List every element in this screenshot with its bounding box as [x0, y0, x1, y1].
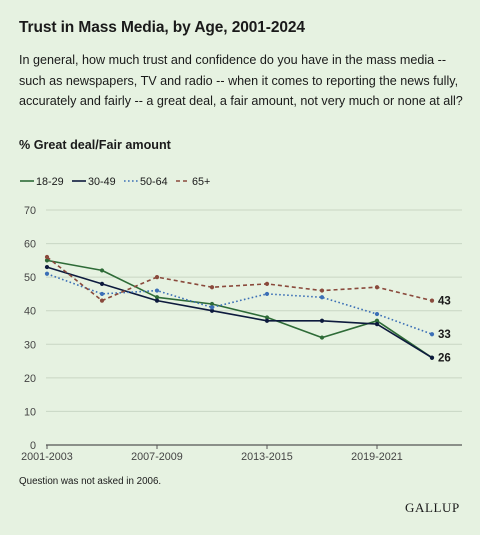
- data-point: [264, 318, 270, 323]
- data-point: [154, 275, 160, 280]
- legend-label: 30-49: [88, 176, 116, 188]
- data-point: [319, 335, 325, 340]
- legend: 18-29 30-49 50-64 65+: [20, 176, 210, 188]
- end-value-label: 33: [438, 329, 451, 341]
- x-tick-label: 2001-2003: [21, 451, 73, 463]
- series-lines: [44, 254, 435, 360]
- footnote: Question was not asked in 2006.: [19, 476, 162, 487]
- data-point: [154, 298, 160, 303]
- line-chart: 18-29 30-49 50-64 65+ 0 10 20 30 40 50 60 70 2001-…: [20, 176, 462, 463]
- x-tick-label: 2013-2015: [241, 451, 293, 463]
- data-point: [374, 311, 380, 317]
- data-point: [44, 254, 50, 260]
- legend-label: 65+: [192, 176, 210, 188]
- x-tick-label: 2007-2009: [131, 451, 183, 463]
- end-labels: 43 33 26: [438, 296, 451, 365]
- series-line: [46, 266, 433, 359]
- legend-label: 50-64: [140, 176, 168, 188]
- y-tick-label: 10: [24, 406, 36, 418]
- series-line: [46, 256, 433, 302]
- data-point: [99, 281, 105, 286]
- y-axis: 0 10 20 30 40 50 60 70: [24, 205, 36, 452]
- legend-item-50-64: 50-64: [124, 176, 168, 188]
- data-point: [264, 291, 270, 297]
- data-point: [319, 288, 325, 293]
- x-axis: 2001-2003 2007-2009 2013-2015 2019-2021: [21, 445, 403, 463]
- measure-label: % Great deal/Fair amount: [19, 138, 171, 152]
- series-line: [46, 259, 433, 359]
- data-point: [319, 295, 325, 300]
- series-50-64: [44, 271, 435, 337]
- data-point: [209, 308, 215, 313]
- y-tick-label: 30: [24, 339, 36, 351]
- x-tick-label: 2019-2021: [351, 451, 403, 463]
- data-point: [429, 298, 435, 303]
- series-30-49: [44, 264, 435, 360]
- gallup-logo: GALLUP: [405, 500, 460, 515]
- series-line: [46, 273, 433, 335]
- y-tick-label: 20: [24, 373, 36, 385]
- data-point: [99, 291, 105, 297]
- series-65+: [44, 254, 435, 303]
- legend-label: 18-29: [36, 176, 64, 188]
- data-point: [209, 285, 215, 290]
- y-tick-label: 60: [24, 239, 36, 251]
- data-point: [374, 318, 380, 323]
- y-tick-label: 40: [24, 306, 36, 318]
- data-point: [154, 295, 160, 300]
- data-point: [99, 268, 105, 273]
- survey-question: In general, how much trust and confidenc…: [19, 53, 463, 108]
- end-value-label: 26: [438, 353, 451, 365]
- data-point: [44, 264, 50, 270]
- data-point: [374, 285, 380, 290]
- data-point: [429, 355, 435, 360]
- chart-title: Trust in Mass Media, by Age, 2001-2024: [19, 19, 305, 36]
- legend-item-65+: 65+: [176, 176, 210, 188]
- gridlines: [46, 209, 462, 446]
- data-point: [44, 271, 50, 276]
- data-point: [374, 322, 380, 327]
- data-point: [154, 288, 160, 293]
- y-tick-label: 0: [30, 440, 36, 452]
- legend-item-18-29: 18-29: [20, 176, 64, 188]
- data-point: [264, 315, 270, 320]
- data-point: [264, 281, 270, 286]
- end-value-label: 43: [438, 296, 451, 308]
- data-point: [99, 298, 105, 303]
- data-point: [209, 305, 215, 310]
- data-point: [209, 301, 215, 307]
- legend-item-30-49: 30-49: [72, 176, 116, 188]
- data-point: [319, 318, 325, 323]
- y-tick-label: 70: [24, 205, 36, 217]
- data-point: [429, 332, 435, 337]
- data-point: [44, 258, 50, 263]
- y-tick-label: 50: [24, 272, 36, 284]
